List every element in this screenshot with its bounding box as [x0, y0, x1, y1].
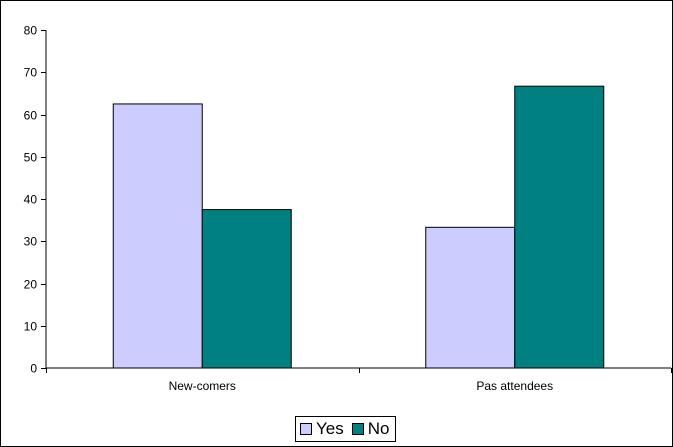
y-tick-label: 0 — [30, 362, 37, 376]
y-tick-label: 80 — [24, 24, 38, 38]
legend-label-no: No — [367, 419, 390, 438]
y-tick-label: 40 — [24, 193, 38, 207]
y-tick-label: 10 — [24, 320, 38, 334]
bar-yes-2 — [425, 226, 516, 369]
y-tick-label: 60 — [24, 109, 38, 123]
legend-label-yes: Yes — [316, 419, 344, 438]
legend-swatch-no — [351, 423, 364, 435]
y-tick-label: 50 — [24, 151, 38, 165]
legend-swatch-yes — [300, 423, 312, 435]
legend-item-no: No — [351, 419, 390, 439]
bar-yes-1 — [112, 103, 203, 369]
legend-item-yes: Yes — [300, 419, 344, 439]
bar-no-2 — [514, 85, 605, 369]
y-tick-label: 70 — [24, 66, 38, 80]
x-category-label: New-comers — [169, 379, 236, 393]
y-tick-label: 20 — [24, 278, 38, 292]
legend: Yes No — [295, 416, 397, 442]
y-tick-label: 30 — [24, 235, 38, 249]
bar-no-1 — [201, 209, 292, 369]
x-category-label: Pas attendees — [476, 379, 553, 393]
